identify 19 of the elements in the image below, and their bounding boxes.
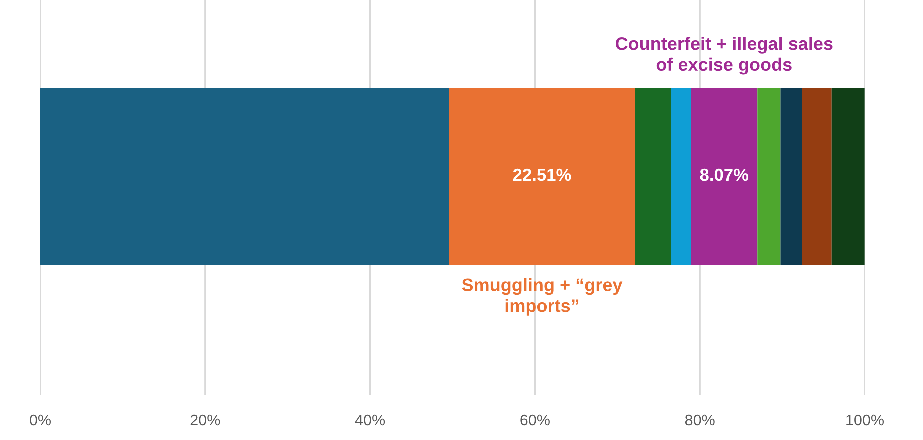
bar xyxy=(758,88,781,265)
bar xyxy=(691,88,758,265)
series-label: Counterfeit + illegal sales of excise goods xyxy=(616,37,833,75)
bar xyxy=(635,88,672,265)
x-tick-label: 80% xyxy=(685,414,715,426)
data-label: 22.51% xyxy=(513,168,572,182)
data-label: 8.07% xyxy=(700,168,749,182)
series-label: Smuggling + “grey imports” xyxy=(462,278,623,316)
x-tick-label: 60% xyxy=(520,414,550,426)
bar xyxy=(671,88,692,265)
bar xyxy=(40,88,450,265)
bar xyxy=(449,88,636,265)
x-tick-label: 40% xyxy=(355,414,386,426)
x-tick-label: 0% xyxy=(30,414,51,426)
bar xyxy=(832,88,865,265)
bar xyxy=(780,88,802,265)
x-tick-label: 20% xyxy=(190,414,220,426)
x-tick-label: 100% xyxy=(846,414,884,426)
bar xyxy=(802,88,832,265)
